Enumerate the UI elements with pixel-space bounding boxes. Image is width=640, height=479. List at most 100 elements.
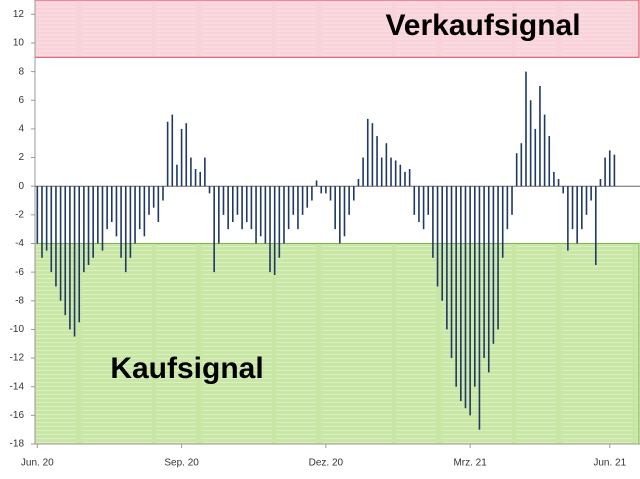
bar [204, 157, 206, 187]
bar [306, 186, 309, 208]
y-tick-label: -2 [15, 209, 24, 220]
bar [292, 186, 295, 215]
bar [366, 118, 369, 187]
bar [227, 186, 229, 230]
bar [59, 186, 62, 301]
bar [385, 143, 388, 187]
bar [278, 186, 281, 258]
bar [64, 186, 67, 316]
bar [143, 186, 146, 237]
bar [376, 136, 378, 187]
y-tick-label: 0 [18, 181, 24, 192]
bar [460, 186, 462, 402]
bar [455, 186, 457, 387]
bar [571, 186, 574, 230]
bar [543, 114, 546, 187]
bar [106, 186, 108, 230]
bar [50, 186, 53, 273]
bar [264, 186, 267, 244]
bar [357, 179, 360, 187]
bar [529, 100, 532, 187]
signal-zone [34, 0, 640, 58]
bar [427, 186, 430, 215]
bar [525, 71, 527, 187]
bar [534, 128, 537, 187]
bar [301, 186, 304, 215]
bar [73, 186, 76, 337]
bar [497, 186, 499, 330]
bar [432, 186, 434, 258]
bar [171, 114, 174, 187]
bar [539, 85, 541, 187]
y-tick-label: 8 [18, 66, 24, 77]
zone-label: Kaufsignal [110, 352, 263, 385]
y-tick-label: -12 [10, 353, 25, 364]
bar [576, 186, 578, 244]
bar [590, 186, 592, 201]
y-tick-label: -4 [15, 238, 24, 249]
bar [362, 157, 364, 187]
bar [492, 186, 495, 344]
zone-label: Verkaufsignal [385, 9, 580, 42]
bar [255, 186, 257, 244]
bar [567, 186, 569, 251]
bar [87, 186, 90, 265]
bar [241, 186, 243, 230]
bar [283, 186, 285, 244]
bar [599, 179, 602, 187]
bar [343, 186, 346, 237]
bar [553, 171, 555, 187]
x-tick-label: Sep. 20 [164, 458, 199, 469]
bar [478, 186, 481, 430]
bar [218, 186, 220, 244]
bar [78, 186, 81, 323]
bar [487, 186, 490, 373]
bar [194, 169, 197, 187]
bar [55, 186, 57, 287]
bar [548, 136, 551, 187]
bar [45, 186, 48, 251]
bar [562, 186, 565, 194]
bar [413, 186, 416, 215]
bar [92, 186, 94, 258]
bar [418, 186, 420, 222]
bar [408, 169, 411, 187]
bar [97, 186, 99, 244]
bar [222, 186, 225, 215]
x-tick-label: Mrz. 21 [453, 458, 487, 469]
bar [83, 186, 85, 273]
bar [506, 186, 509, 230]
y-tick-label: 6 [18, 95, 24, 106]
bar [36, 186, 39, 244]
bar [404, 171, 406, 187]
bar [236, 186, 239, 215]
bar [250, 186, 253, 230]
bar [138, 186, 141, 230]
bar [557, 179, 560, 187]
y-tick-label: -10 [10, 324, 25, 335]
bar [166, 121, 169, 187]
bar [515, 153, 518, 187]
bar [371, 123, 374, 187]
bar [311, 186, 313, 201]
bar [176, 164, 178, 187]
bar [245, 186, 248, 222]
bar [581, 186, 583, 230]
y-tick-label: -18 [10, 439, 25, 450]
y-tick-label: -16 [10, 410, 25, 421]
bar [129, 186, 132, 258]
y-tick-label: 4 [18, 124, 24, 135]
bar [69, 186, 71, 330]
bar [148, 186, 150, 215]
bar [185, 123, 188, 187]
bar [199, 171, 202, 187]
y-tick-label: -14 [10, 381, 25, 392]
bar [613, 154, 616, 187]
bar [157, 186, 160, 222]
bar [190, 157, 192, 187]
bar [162, 186, 164, 201]
bar [352, 186, 355, 201]
bar [231, 186, 234, 222]
bar [604, 157, 606, 187]
